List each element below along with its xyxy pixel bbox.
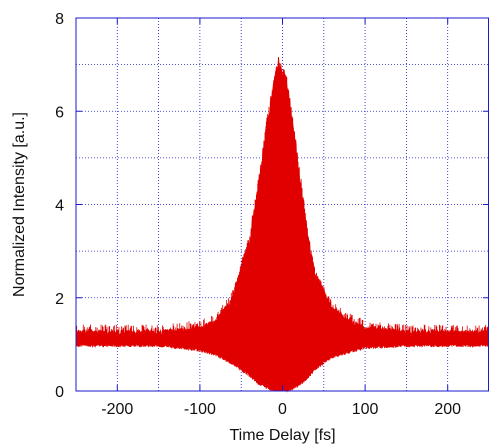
x-tick-label: 100 — [352, 401, 379, 418]
y-tick-label: 2 — [55, 291, 64, 308]
axis-ticks: -200 -100 0 100 200 0 2 4 6 8 — [55, 11, 489, 418]
trace-fringes — [75, 61, 489, 391]
x-tick-label: -100 — [184, 401, 216, 418]
y-tick-label: 8 — [55, 11, 64, 28]
data-series — [75, 56, 489, 393]
y-axis-label: Normalized Intensity [a.u.] — [11, 112, 28, 297]
x-tick-label: 200 — [434, 401, 461, 418]
x-tick-label: 0 — [278, 401, 287, 418]
y-tick-label: 6 — [55, 104, 64, 121]
y-tick-label: 4 — [55, 198, 64, 215]
x-tick-label: -200 — [101, 401, 133, 418]
x-axis-label: Time Delay [fs] — [229, 427, 335, 444]
y-tick-label: 0 — [55, 384, 64, 401]
